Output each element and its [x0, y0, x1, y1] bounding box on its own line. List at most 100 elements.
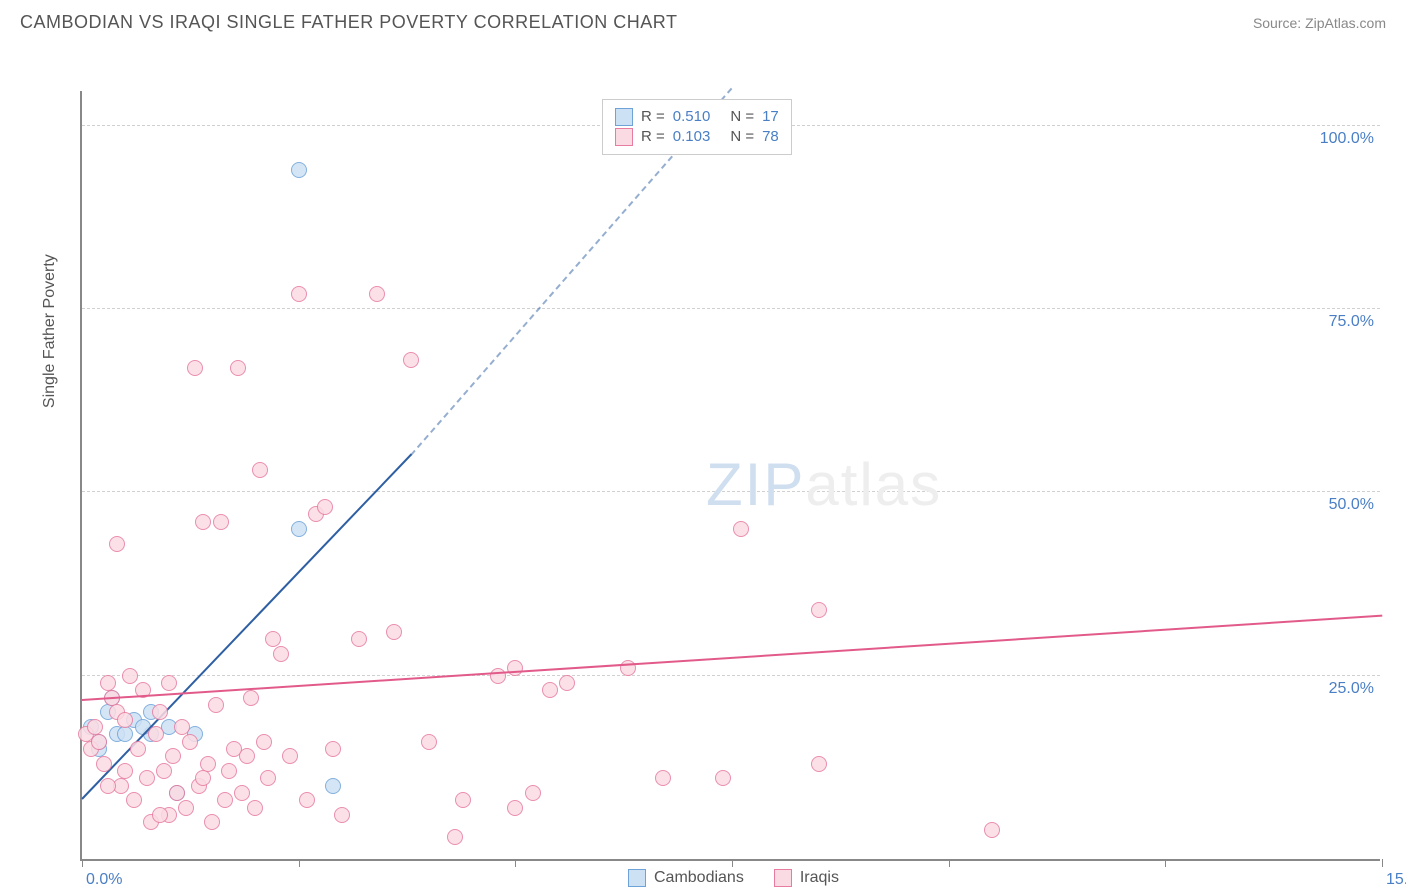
series-legend: Cambodians Iraqis	[628, 869, 839, 887]
data-point	[100, 675, 116, 691]
legend-series-name: Cambodians	[654, 869, 744, 887]
x-tick-label: 15.0%	[1386, 871, 1406, 889]
stats-legend: R = 0.510N = 17R = 0.103N = 78	[602, 99, 792, 155]
legend-swatch	[628, 869, 646, 887]
data-point	[507, 800, 523, 816]
data-point	[291, 162, 307, 178]
data-point	[174, 719, 190, 735]
legend-item: Cambodians	[628, 869, 744, 887]
data-point	[811, 602, 827, 618]
x-tick	[949, 859, 950, 867]
data-point	[447, 829, 463, 845]
data-point	[213, 514, 229, 530]
x-tick	[515, 859, 516, 867]
data-point	[152, 807, 168, 823]
data-point	[195, 514, 211, 530]
data-point	[87, 719, 103, 735]
data-point	[334, 807, 350, 823]
data-point	[455, 792, 471, 808]
y-tick-label: 25.0%	[1329, 680, 1374, 698]
legend-n-label: N =	[730, 108, 754, 125]
data-point	[291, 521, 307, 537]
x-tick	[82, 859, 83, 867]
x-tick-label: 0.0%	[86, 871, 122, 889]
data-point	[260, 770, 276, 786]
data-point	[178, 800, 194, 816]
data-point	[733, 521, 749, 537]
data-point	[122, 668, 138, 684]
legend-r-value: 0.103	[673, 128, 711, 145]
legend-row: R = 0.103N = 78	[615, 128, 779, 146]
data-point	[386, 624, 402, 640]
data-point	[282, 748, 298, 764]
data-point	[117, 763, 133, 779]
data-point	[187, 360, 203, 376]
x-tick	[1382, 859, 1383, 867]
data-point	[239, 748, 255, 764]
y-axis-label: Single Father Poverty	[41, 254, 59, 408]
watermark: ZIPatlas	[706, 450, 942, 519]
y-tick-label: 75.0%	[1329, 313, 1374, 331]
data-point	[525, 785, 541, 801]
data-point	[156, 763, 172, 779]
data-point	[221, 763, 237, 779]
legend-row: R = 0.510 N = 17	[615, 108, 779, 126]
data-point	[490, 668, 506, 684]
data-point	[351, 631, 367, 647]
legend-r-value: 0.510	[673, 108, 711, 125]
legend-swatch	[615, 128, 633, 146]
data-point	[96, 756, 112, 772]
data-point	[715, 770, 731, 786]
legend-r-label: R =	[641, 108, 665, 125]
data-point	[204, 814, 220, 830]
gridline	[82, 491, 1380, 492]
chart-title: CAMBODIAN VS IRAQI SINGLE FATHER POVERTY…	[20, 12, 677, 33]
x-tick	[299, 859, 300, 867]
data-point	[291, 286, 307, 302]
gridline	[82, 308, 1380, 309]
data-point	[234, 785, 250, 801]
legend-series-name: Iraqis	[800, 869, 839, 887]
legend-r-label: R =	[641, 128, 665, 145]
data-point	[161, 675, 177, 691]
gridline	[82, 675, 1380, 676]
data-point	[317, 499, 333, 515]
data-point	[195, 770, 211, 786]
data-point	[148, 726, 164, 742]
y-tick-label: 100.0%	[1320, 130, 1374, 148]
data-point	[139, 770, 155, 786]
data-point	[559, 675, 575, 691]
data-point	[117, 712, 133, 728]
chart-source: Source: ZipAtlas.com	[1253, 15, 1386, 31]
legend-n-value: 17	[762, 108, 779, 125]
data-point	[273, 646, 289, 662]
data-point	[165, 748, 181, 764]
data-point	[200, 756, 216, 772]
data-point	[152, 704, 168, 720]
x-tick	[1165, 859, 1166, 867]
chart-header: CAMBODIAN VS IRAQI SINGLE FATHER POVERTY…	[0, 0, 1406, 41]
legend-item: Iraqis	[774, 869, 839, 887]
data-point	[247, 800, 263, 816]
data-point	[100, 778, 116, 794]
plot-area: 25.0%50.0%75.0%100.0%0.0%15.0%ZIPatlasR …	[80, 91, 1380, 861]
data-point	[369, 286, 385, 302]
data-point	[252, 462, 268, 478]
data-point	[542, 682, 558, 698]
data-point	[109, 536, 125, 552]
data-point	[325, 778, 341, 794]
data-point	[243, 690, 259, 706]
data-point	[265, 631, 281, 647]
x-tick	[732, 859, 733, 867]
data-point	[217, 792, 233, 808]
data-point	[811, 756, 827, 772]
legend-n-label: N =	[730, 128, 754, 145]
data-point	[256, 734, 272, 750]
data-point	[182, 734, 198, 750]
data-point	[403, 352, 419, 368]
data-point	[208, 697, 224, 713]
data-point	[91, 734, 107, 750]
data-point	[117, 726, 133, 742]
legend-swatch	[615, 108, 633, 126]
data-point	[655, 770, 671, 786]
